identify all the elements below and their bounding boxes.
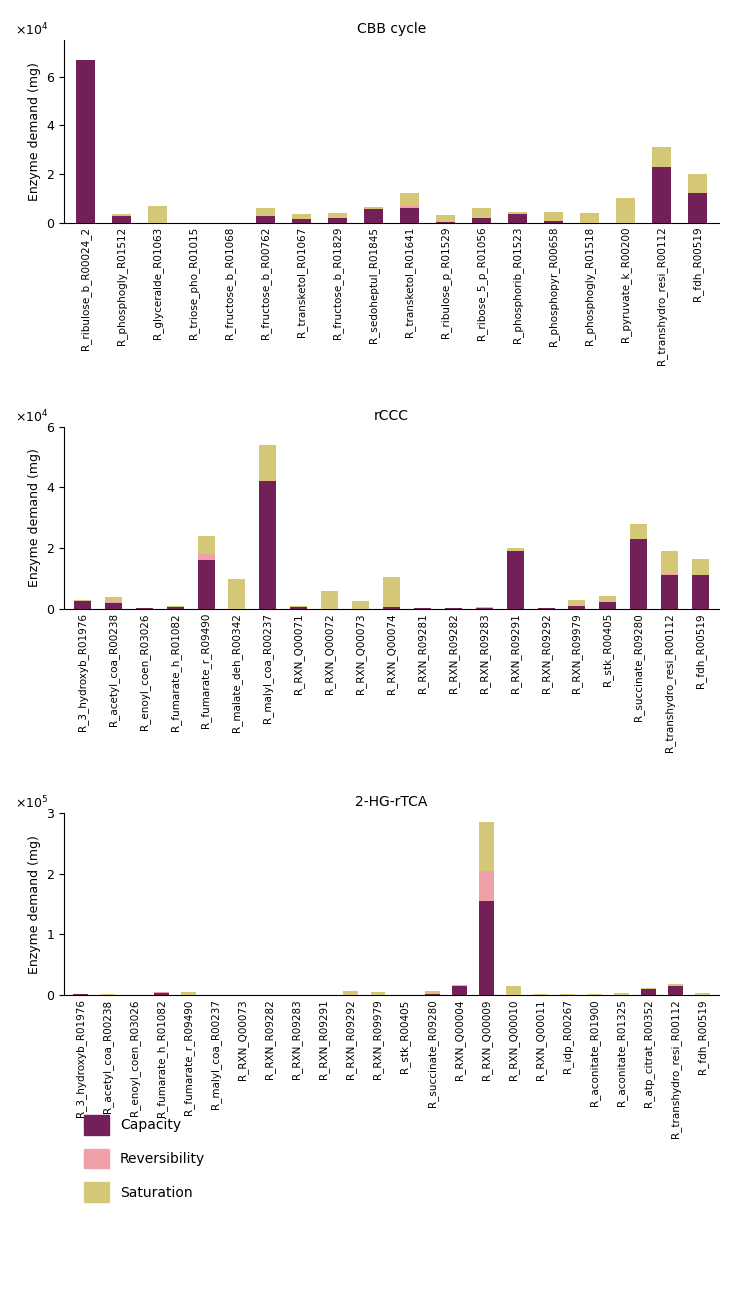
- Bar: [292, 214, 312, 219]
- Y-axis label: Enzyme demand (mg): Enzyme demand (mg): [27, 448, 41, 587]
- Bar: [75, 59, 95, 222]
- Bar: [687, 174, 707, 194]
- Bar: [229, 578, 246, 609]
- Bar: [154, 991, 169, 993]
- Bar: [400, 207, 420, 208]
- Bar: [383, 607, 400, 609]
- Legend: Capacity, Reversibility, Saturation: Capacity, Reversibility, Saturation: [84, 1115, 205, 1202]
- Bar: [506, 986, 521, 995]
- Bar: [255, 208, 275, 216]
- Bar: [363, 209, 383, 222]
- Bar: [425, 991, 440, 994]
- Bar: [479, 870, 494, 901]
- Bar: [74, 602, 91, 609]
- Bar: [544, 212, 563, 221]
- Bar: [105, 598, 122, 602]
- Bar: [568, 607, 585, 609]
- Bar: [668, 984, 683, 986]
- Bar: [668, 986, 683, 995]
- Bar: [508, 214, 528, 222]
- Bar: [154, 993, 169, 995]
- Bar: [616, 199, 636, 222]
- Bar: [476, 607, 493, 608]
- Bar: [166, 605, 184, 607]
- Bar: [696, 993, 710, 995]
- Bar: [105, 603, 122, 609]
- Bar: [363, 208, 383, 209]
- Bar: [74, 600, 91, 602]
- Bar: [321, 591, 338, 609]
- Bar: [112, 217, 132, 222]
- Bar: [328, 213, 347, 218]
- Bar: [662, 576, 678, 609]
- Bar: [652, 147, 671, 167]
- Bar: [290, 607, 307, 609]
- Bar: [255, 216, 275, 222]
- Bar: [692, 559, 709, 576]
- Bar: [400, 208, 420, 222]
- Bar: [560, 994, 575, 995]
- Bar: [579, 213, 599, 222]
- Bar: [479, 901, 494, 995]
- Bar: [451, 986, 467, 995]
- Bar: [290, 605, 307, 607]
- Bar: [544, 221, 563, 222]
- Bar: [198, 560, 215, 609]
- Bar: [343, 991, 358, 995]
- Bar: [471, 208, 491, 218]
- Bar: [507, 551, 524, 609]
- Bar: [198, 554, 215, 560]
- Bar: [652, 167, 671, 222]
- Text: $\times10^{4}$: $\times10^{4}$: [15, 408, 48, 425]
- Bar: [630, 540, 648, 609]
- Bar: [383, 577, 400, 607]
- Bar: [614, 993, 629, 995]
- Bar: [147, 205, 167, 222]
- Bar: [352, 602, 369, 609]
- Bar: [400, 192, 420, 207]
- Y-axis label: Enzyme demand (mg): Enzyme demand (mg): [27, 835, 41, 973]
- Bar: [568, 600, 585, 607]
- Y-axis label: Enzyme demand (mg): Enzyme demand (mg): [27, 62, 41, 201]
- Bar: [471, 218, 491, 222]
- Title: 2-HG-rTCA: 2-HG-rTCA: [355, 795, 428, 809]
- Bar: [198, 536, 215, 554]
- Title: CBB cycle: CBB cycle: [357, 22, 426, 36]
- Bar: [507, 549, 524, 551]
- Text: $\times10^{4}$: $\times10^{4}$: [15, 22, 48, 39]
- Bar: [642, 989, 656, 995]
- Bar: [630, 524, 648, 540]
- Bar: [687, 194, 707, 222]
- Bar: [599, 602, 616, 609]
- Bar: [112, 214, 132, 217]
- Bar: [371, 991, 386, 995]
- Bar: [292, 219, 312, 222]
- Bar: [479, 822, 494, 870]
- Bar: [436, 214, 455, 222]
- Bar: [328, 218, 347, 222]
- Bar: [662, 574, 678, 576]
- Bar: [259, 445, 276, 482]
- Bar: [642, 988, 656, 989]
- Bar: [599, 596, 616, 602]
- Bar: [259, 482, 276, 609]
- Title: rCCC: rCCC: [374, 409, 409, 422]
- Bar: [692, 576, 709, 609]
- Text: $\times10^{5}$: $\times10^{5}$: [15, 794, 48, 811]
- Bar: [508, 212, 528, 214]
- Bar: [166, 607, 184, 609]
- Bar: [662, 551, 678, 574]
- Bar: [181, 993, 196, 995]
